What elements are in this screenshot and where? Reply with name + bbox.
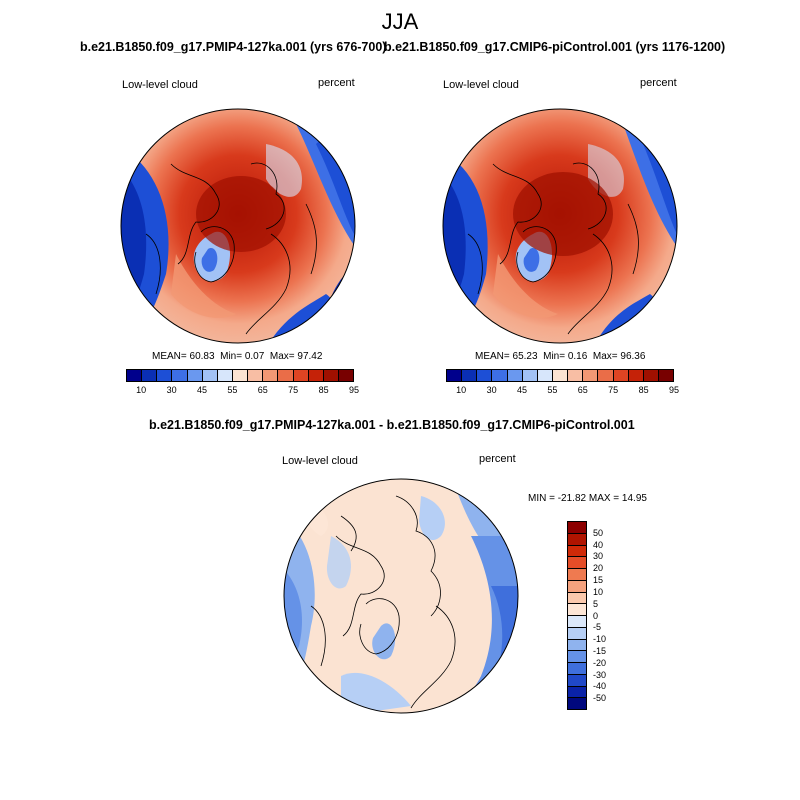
- colorbar-swatch: [337, 370, 354, 381]
- colorbar-tick-label: 10: [593, 586, 604, 597]
- colorbar-tick-label: 45: [196, 385, 208, 395]
- colorbar-swatch: [568, 522, 586, 533]
- colorbar-tick-label: -30: [593, 669, 607, 680]
- colorbar-tick-label: -40: [593, 681, 607, 692]
- colorbar-swatch: [292, 370, 308, 381]
- colorbar-tick-label: 55: [227, 385, 238, 395]
- panel-right-units-label: percent: [640, 77, 677, 89]
- colorbar-tick-label: -20: [593, 657, 607, 668]
- colorbar-swatch: [657, 370, 674, 381]
- colorbar-swatch: [186, 370, 202, 381]
- colorbar-swatch: [307, 370, 323, 381]
- map-pmip4-127ka: [116, 104, 360, 348]
- map-difference: [281, 476, 521, 716]
- colorbar-swatch: [201, 370, 217, 381]
- colorbar-swatch: [156, 370, 172, 381]
- diff-units-label: percent: [479, 453, 516, 465]
- colorbar-swatch: [568, 615, 586, 627]
- colorbar-swatch: [612, 370, 628, 381]
- colorbar-swatch: [627, 370, 643, 381]
- colorbar-swatch: [231, 370, 248, 381]
- colorbar-left-ticks: 10 30 45 55 65 75 85 95: [126, 385, 359, 399]
- colorbar-tick-label: 30: [593, 551, 604, 562]
- colorbar-swatch: [491, 370, 507, 381]
- colorbar-swatch: [127, 370, 142, 381]
- colorbar-tick-label: 10: [456, 385, 467, 395]
- colorbar-swatch: [568, 673, 586, 686]
- colorbar-swatch: [171, 370, 187, 381]
- panel-left-units-label: percent: [318, 77, 355, 89]
- colorbar-swatch: [568, 685, 586, 698]
- colorbar-tick-label: 55: [547, 385, 558, 395]
- colorbar-tick-label: 15: [593, 575, 604, 586]
- colorbar-swatch: [568, 591, 586, 604]
- colorbar-swatch: [568, 650, 586, 662]
- colorbar-swatch: [447, 370, 462, 381]
- figure-title: JJA: [381, 9, 419, 34]
- colorbar-tick-label: 65: [577, 385, 588, 395]
- colorbar-tick-label: -50: [593, 693, 607, 704]
- diff-panel-title: b.e21.B1850.f09_g17.PMIP4-127ka.001 - b.…: [149, 418, 635, 432]
- colorbar-swatch: [568, 638, 586, 651]
- colorbar-swatch: [568, 579, 586, 592]
- colorbar-swatch: [568, 626, 586, 639]
- colorbar-swatch: [597, 370, 613, 381]
- colorbar-tick-label: 65: [257, 385, 268, 395]
- colorbar-tick-label: 85: [318, 385, 329, 395]
- colorbar-tick-label: 30: [486, 385, 497, 395]
- colorbar-swatch: [536, 370, 552, 381]
- colorbar-tick-label: 85: [638, 385, 649, 395]
- colorbar-tick-label: 0: [593, 610, 599, 621]
- colorbar-swatch: [322, 370, 338, 381]
- colorbar-swatch: [506, 370, 522, 381]
- panel-left-stats: MEAN= 60.83 Min= 0.07 Max= 97.42: [152, 351, 323, 362]
- diff-minmax: MIN = -21.82 MAX = 14.95: [528, 493, 647, 504]
- colorbar-swatch: [568, 603, 586, 615]
- panel-right-title: b.e21.B1850.f09_g17.CMIP6-piControl.001 …: [384, 40, 726, 54]
- colorbar-swatch: [141, 370, 157, 381]
- colorbar-difference-ticks: 50 40 30 20 15 10 5 0 -5 -10 -15 -20 -30 -40 -50: [593, 521, 623, 710]
- colorbar-tick-label: -10: [593, 634, 607, 645]
- colorbar-tick-label: -15: [593, 645, 607, 656]
- colorbar-tick-label: 5: [593, 598, 599, 609]
- panel-left-title: b.e21.B1850.f09_g17.PMIP4-127ka.001 (yrs…: [80, 40, 387, 54]
- panel-right-variable-label: Low-level cloud: [443, 79, 519, 91]
- panel-left-variable-label: Low-level cloud: [122, 79, 198, 91]
- colorbar-swatch: [247, 370, 263, 381]
- colorbar-swatch: [216, 370, 232, 381]
- colorbar-tick-label: 30: [166, 385, 177, 395]
- colorbar-right: [446, 369, 674, 382]
- colorbar-tick-label: 75: [608, 385, 619, 395]
- colorbar-left: [126, 369, 354, 382]
- colorbar-tick-label: 10: [136, 385, 147, 395]
- colorbar-tick-label: 75: [288, 385, 299, 395]
- colorbar-tick-label: 95: [348, 385, 360, 395]
- colorbar-swatch: [642, 370, 658, 381]
- colorbar-tick-label: 50: [593, 527, 604, 538]
- colorbar-tick-label: 20: [593, 563, 604, 574]
- colorbar-swatch: [551, 370, 568, 381]
- colorbar-swatch: [262, 370, 278, 381]
- colorbar-swatch: [567, 370, 583, 381]
- colorbar-swatch: [568, 662, 586, 674]
- colorbar-swatch: [521, 370, 537, 381]
- colorbar-swatch: [476, 370, 492, 381]
- colorbar-swatch: [568, 556, 586, 568]
- colorbar-swatch: [277, 370, 293, 381]
- colorbar-tick-label: 45: [516, 385, 528, 395]
- colorbar-swatch: [461, 370, 477, 381]
- colorbar-swatch: [568, 532, 586, 545]
- colorbar-swatch: [568, 544, 586, 557]
- map-cmip6-picontrol: [438, 104, 682, 348]
- colorbar-tick-label: 40: [593, 539, 604, 550]
- colorbar-tick-label: -5: [593, 622, 602, 633]
- colorbar-swatch: [582, 370, 598, 381]
- diff-variable-label: Low-level cloud: [282, 455, 358, 467]
- colorbar-difference: [567, 521, 587, 710]
- colorbar-right-ticks: 10 30 45 55 65 75 85 95: [446, 385, 679, 399]
- panel-right-stats: MEAN= 65.23 Min= 0.16 Max= 96.36: [475, 351, 646, 362]
- colorbar-tick-label: 95: [668, 385, 680, 395]
- colorbar-swatch: [568, 568, 586, 580]
- colorbar-swatch: [568, 697, 586, 709]
